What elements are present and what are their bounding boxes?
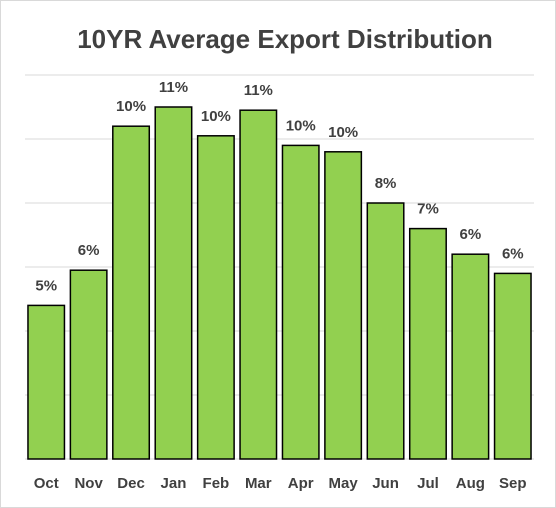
- bar: [366, 202, 405, 460]
- value-label: 5%: [35, 277, 57, 294]
- bar: [281, 144, 320, 460]
- bar: [154, 106, 193, 460]
- x-tick-label: Jan: [161, 475, 187, 492]
- value-label: 6%: [502, 245, 524, 262]
- bar: [493, 272, 532, 460]
- value-label: 8%: [375, 175, 397, 192]
- x-tick-label: Jul: [417, 475, 439, 492]
- value-label: 6%: [460, 226, 482, 243]
- bar: [239, 109, 278, 460]
- value-label: 10%: [201, 108, 231, 125]
- bar: [112, 125, 151, 460]
- x-tick-label: Apr: [288, 475, 314, 492]
- value-label: 6%: [78, 242, 100, 259]
- value-label: 7%: [417, 201, 439, 218]
- bar: [27, 304, 66, 460]
- x-tick-label: Aug: [456, 475, 485, 492]
- bar: [451, 253, 490, 460]
- x-tick-label: Oct: [34, 475, 59, 492]
- value-label: 10%: [286, 117, 316, 134]
- bar: [324, 151, 363, 460]
- value-label: 11%: [244, 82, 273, 99]
- bar: [408, 227, 447, 460]
- value-label: 10%: [116, 98, 146, 115]
- value-label: 10%: [328, 124, 358, 141]
- x-tick-label: Jun: [372, 475, 399, 492]
- bar: [196, 135, 235, 460]
- x-tick-label: Feb: [203, 475, 230, 492]
- x-tick-label: Dec: [117, 475, 145, 492]
- chart-title: 10YR Average Export Distribution: [77, 24, 493, 54]
- x-tick-label: Mar: [245, 475, 272, 492]
- x-tick-label: Nov: [74, 475, 103, 492]
- x-tick-label: May: [329, 475, 359, 492]
- x-tick-label: Sep: [499, 475, 527, 492]
- bar: [69, 269, 108, 460]
- value-label: 11%: [159, 79, 188, 96]
